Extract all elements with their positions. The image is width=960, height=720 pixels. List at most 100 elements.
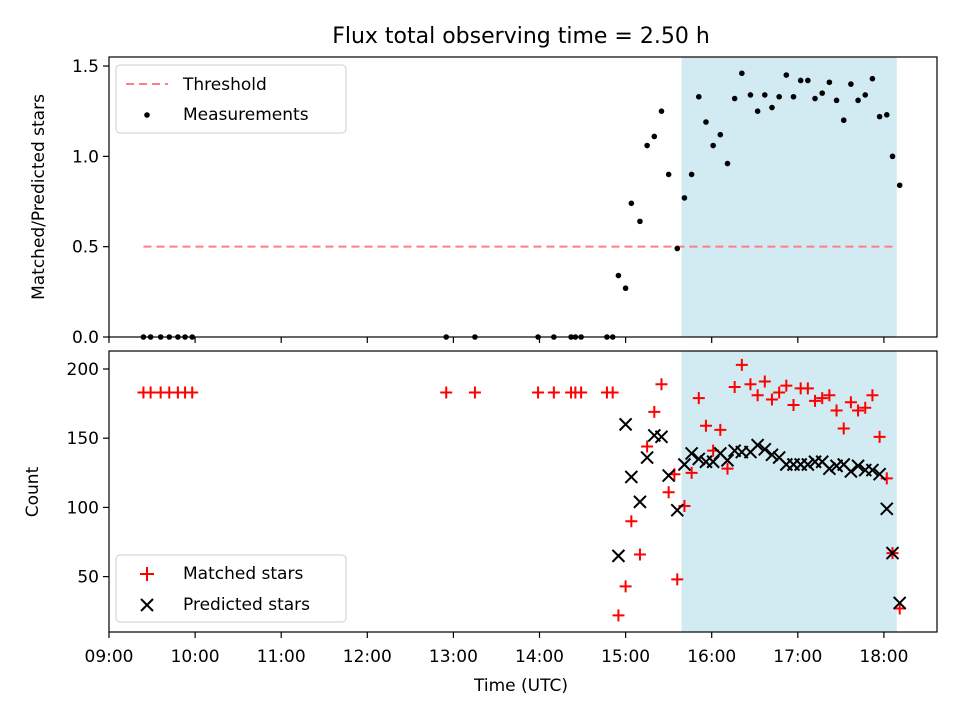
matched-star-point <box>728 380 741 393</box>
x-axis-label: Time (UTC) <box>473 676 568 696</box>
x-tick-label: 17:00 <box>773 647 822 667</box>
measurement-point <box>876 113 883 120</box>
matched-star-point <box>844 396 857 409</box>
legend-matched-label: Matched stars <box>183 564 303 584</box>
matched-star-point <box>859 401 872 414</box>
measurement-point <box>869 75 876 82</box>
measurement-point <box>710 142 716 149</box>
top-y-tick-label: 0.5 <box>72 238 99 258</box>
measurement-point <box>840 117 847 124</box>
predicted-star-point <box>640 450 654 465</box>
matched-star-point <box>692 392 705 405</box>
matched-star-point <box>671 573 684 586</box>
matched-star-point <box>780 379 793 392</box>
matched-star-point <box>468 386 481 399</box>
top-legend-frame <box>115 64 347 134</box>
x-tick-label: 16:00 <box>687 647 736 667</box>
predicted-star-point <box>654 430 669 444</box>
predicted-star-point <box>633 495 647 509</box>
matched-star-point <box>619 580 632 593</box>
measurement-point <box>819 90 825 96</box>
measurement-point <box>637 218 643 225</box>
matched-star-point <box>809 394 822 407</box>
matched-star-point <box>893 602 906 615</box>
measurement-point <box>622 285 629 292</box>
bottom-legend-frame <box>115 554 347 623</box>
legend-matched-swatch <box>140 567 154 581</box>
measurement-point <box>883 112 890 118</box>
measurement-point <box>644 142 650 149</box>
top-y-tick-label: 1.0 <box>72 147 99 167</box>
x-tick-label: 13:00 <box>429 647 478 667</box>
predicted-star-point <box>684 446 699 461</box>
legend-predicted-swatch <box>140 598 154 612</box>
predicted-star-point <box>692 452 706 466</box>
measurement-point <box>615 272 622 279</box>
matched-star-point <box>633 548 646 561</box>
top-legend: Threshold Measurements <box>115 64 347 134</box>
measurement-point <box>812 95 818 102</box>
predicted-star-point <box>670 503 684 517</box>
measurement-point <box>862 92 869 98</box>
matched-star-point <box>773 386 786 399</box>
predicted-star-point <box>624 470 639 484</box>
matched-star-point <box>837 422 850 435</box>
matched-star-point <box>830 404 843 417</box>
predicted-star-point <box>822 461 837 476</box>
measurement-point <box>754 108 761 114</box>
legend-measurement-label: Measurements <box>183 105 309 125</box>
legend-threshold-label: Threshold <box>182 75 267 95</box>
predicted-star-point <box>851 459 865 473</box>
legend-predicted-label: Predicted stars <box>183 595 310 615</box>
matched-star-point <box>787 398 800 411</box>
x-tick-label: 12:00 <box>343 647 392 667</box>
measurement-point <box>681 195 688 201</box>
top-y-tick-label: 0.0 <box>72 328 99 348</box>
matched-star-point <box>612 609 625 622</box>
x-tick-label: 14:00 <box>515 647 564 667</box>
bottom-highlight-span <box>681 351 897 632</box>
figure-title: Flux total observing time = 2.50 h <box>332 24 710 49</box>
measurement-point <box>674 245 681 252</box>
matched-star-point <box>547 386 560 399</box>
matched-star-point <box>662 486 675 499</box>
legend-measurement-swatch <box>144 112 150 118</box>
top-panel: 0.0 0.5 1.0 1.5 Matched/Predicted stars Thr… <box>29 56 938 348</box>
matched-star-point <box>714 423 727 436</box>
x-tick-label: 18:00 <box>859 647 908 667</box>
matched-star-point <box>186 386 199 399</box>
measurement-point <box>739 70 745 77</box>
measurement-point <box>731 95 738 102</box>
matched-star-point <box>685 466 698 479</box>
matched-star-point <box>641 440 654 453</box>
x-tick-label: 11:00 <box>257 647 306 667</box>
x-tick-label: 15:00 <box>601 647 650 667</box>
predicted-star-point <box>892 596 907 610</box>
measurement-point <box>717 131 724 138</box>
bottom-y-tick-label: 200 <box>67 360 99 380</box>
top-y-tick-label: 1.5 <box>72 57 99 77</box>
measurement-point <box>761 92 768 98</box>
matched-star-point <box>816 392 829 405</box>
measurement-point <box>769 104 775 111</box>
matched-star-point <box>758 375 771 388</box>
predicted-star-point <box>765 448 779 462</box>
predicted-star-point <box>880 502 894 516</box>
matched-star-point <box>655 378 668 391</box>
measurement-point <box>651 133 658 140</box>
predicted-star-point <box>865 463 880 477</box>
measurement-point <box>833 97 840 104</box>
predicted-star-point <box>750 438 765 452</box>
measurement-point <box>665 171 672 178</box>
matched-star-point <box>606 386 619 399</box>
measurement-point <box>797 77 804 84</box>
matched-star-point <box>765 393 778 406</box>
bottom-y-tick-label: 100 <box>67 498 99 518</box>
top-highlight-span <box>681 57 897 337</box>
bottom-axes-frame <box>108 350 938 633</box>
predicted-star-point <box>885 546 900 560</box>
predicted-star-point <box>618 417 633 432</box>
predicted-star-point <box>677 457 692 472</box>
x-tick-label: 09:00 <box>85 647 134 667</box>
